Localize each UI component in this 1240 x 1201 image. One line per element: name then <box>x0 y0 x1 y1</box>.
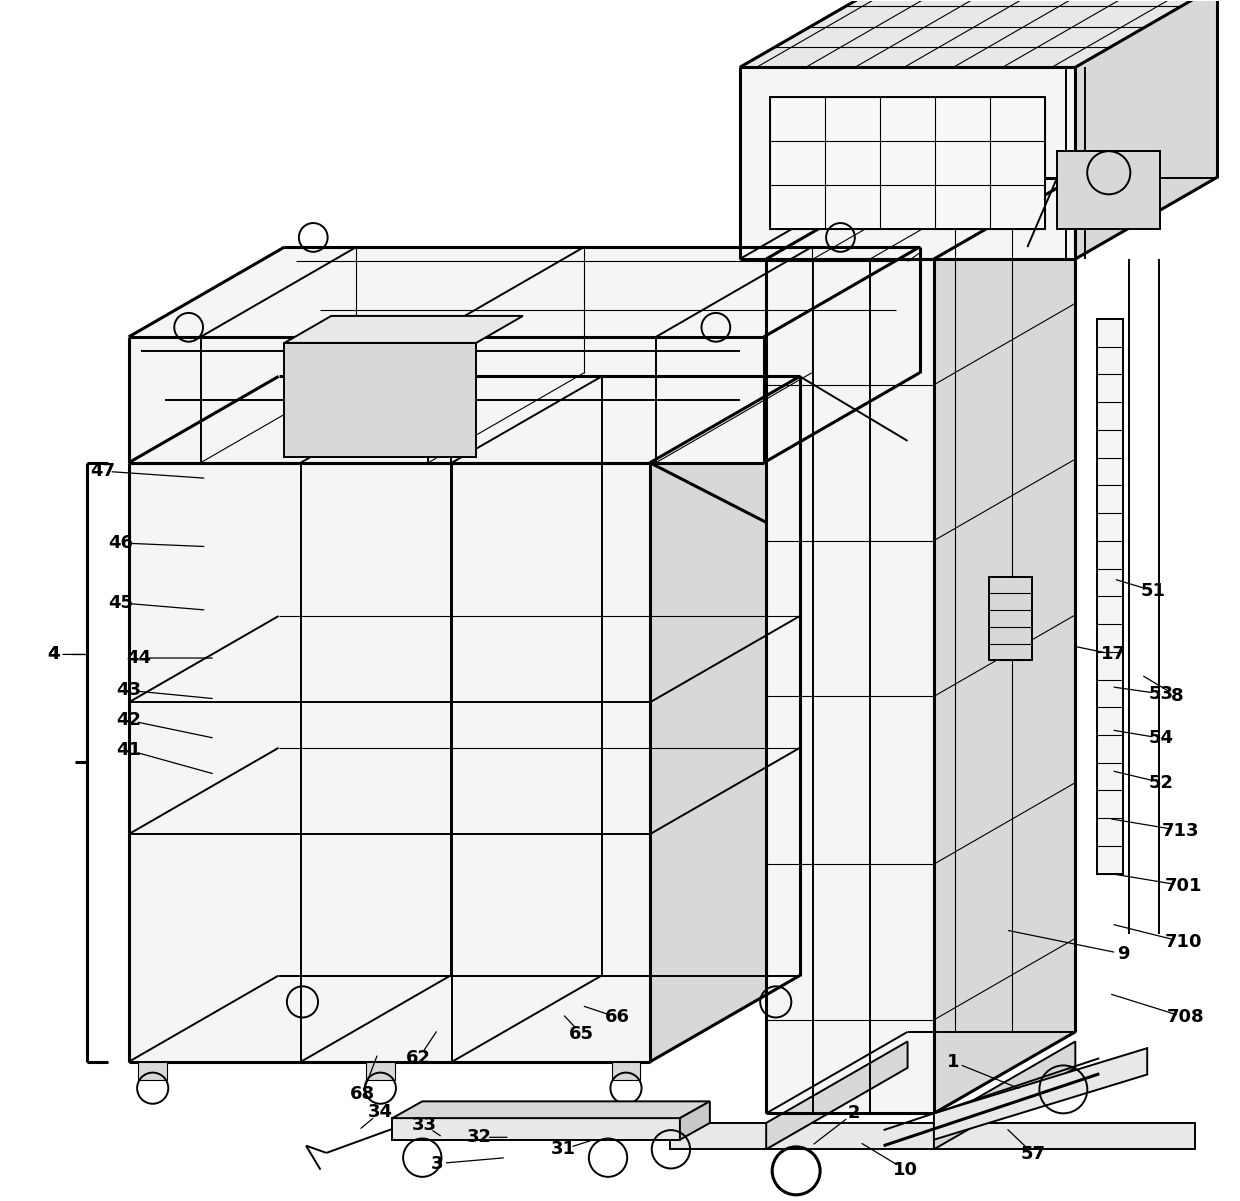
Polygon shape <box>671 1123 1195 1149</box>
Polygon shape <box>611 1062 640 1080</box>
Text: 44: 44 <box>125 649 151 667</box>
Text: 17: 17 <box>1101 645 1126 663</box>
Polygon shape <box>990 576 1032 661</box>
Text: 54: 54 <box>1149 729 1174 747</box>
Text: 10: 10 <box>893 1160 918 1178</box>
Text: 46: 46 <box>108 534 133 552</box>
Text: 62: 62 <box>407 1050 432 1068</box>
Text: 8: 8 <box>1171 687 1183 705</box>
Text: 51: 51 <box>1141 582 1166 600</box>
Text: 710: 710 <box>1164 933 1202 951</box>
Polygon shape <box>129 247 920 337</box>
Polygon shape <box>934 1041 1075 1149</box>
Polygon shape <box>934 1048 1147 1140</box>
Text: 52: 52 <box>1149 773 1174 791</box>
Text: 4: 4 <box>47 645 60 663</box>
Polygon shape <box>366 1062 394 1080</box>
Polygon shape <box>129 337 764 462</box>
Polygon shape <box>284 342 476 456</box>
Polygon shape <box>740 67 1075 259</box>
Polygon shape <box>139 1062 167 1080</box>
Polygon shape <box>1075 0 1216 259</box>
Polygon shape <box>766 259 934 1113</box>
Text: 68: 68 <box>350 1086 374 1104</box>
Polygon shape <box>129 462 650 1062</box>
Polygon shape <box>650 376 800 1062</box>
Text: 53: 53 <box>1149 685 1174 703</box>
Text: 32: 32 <box>467 1128 492 1146</box>
Text: 42: 42 <box>117 711 141 729</box>
Text: 31: 31 <box>552 1140 577 1158</box>
Polygon shape <box>740 0 1216 67</box>
Text: 708: 708 <box>1167 1009 1204 1027</box>
Polygon shape <box>764 247 920 462</box>
Polygon shape <box>680 1101 709 1140</box>
Polygon shape <box>392 1101 709 1118</box>
Text: 34: 34 <box>368 1104 393 1122</box>
Polygon shape <box>284 316 523 342</box>
Text: 66: 66 <box>605 1009 630 1027</box>
Text: 9: 9 <box>1117 945 1130 963</box>
Text: 45: 45 <box>108 594 133 611</box>
Polygon shape <box>770 97 1045 229</box>
Text: 65: 65 <box>569 1026 594 1044</box>
Text: 57: 57 <box>1021 1145 1045 1163</box>
Polygon shape <box>766 1041 908 1149</box>
Text: 3: 3 <box>430 1154 443 1172</box>
Text: 47: 47 <box>89 462 115 480</box>
Text: 33: 33 <box>412 1116 438 1134</box>
Polygon shape <box>392 1118 680 1140</box>
Text: 41: 41 <box>117 741 141 759</box>
Polygon shape <box>1058 151 1161 229</box>
Text: 713: 713 <box>1162 821 1199 839</box>
Text: 1: 1 <box>947 1053 960 1071</box>
Polygon shape <box>129 376 800 462</box>
Polygon shape <box>1097 319 1123 873</box>
Text: 701: 701 <box>1164 877 1202 895</box>
Text: 4: 4 <box>47 645 60 663</box>
Polygon shape <box>934 178 1075 1113</box>
Text: 43: 43 <box>117 681 141 699</box>
Text: 2: 2 <box>847 1105 859 1123</box>
